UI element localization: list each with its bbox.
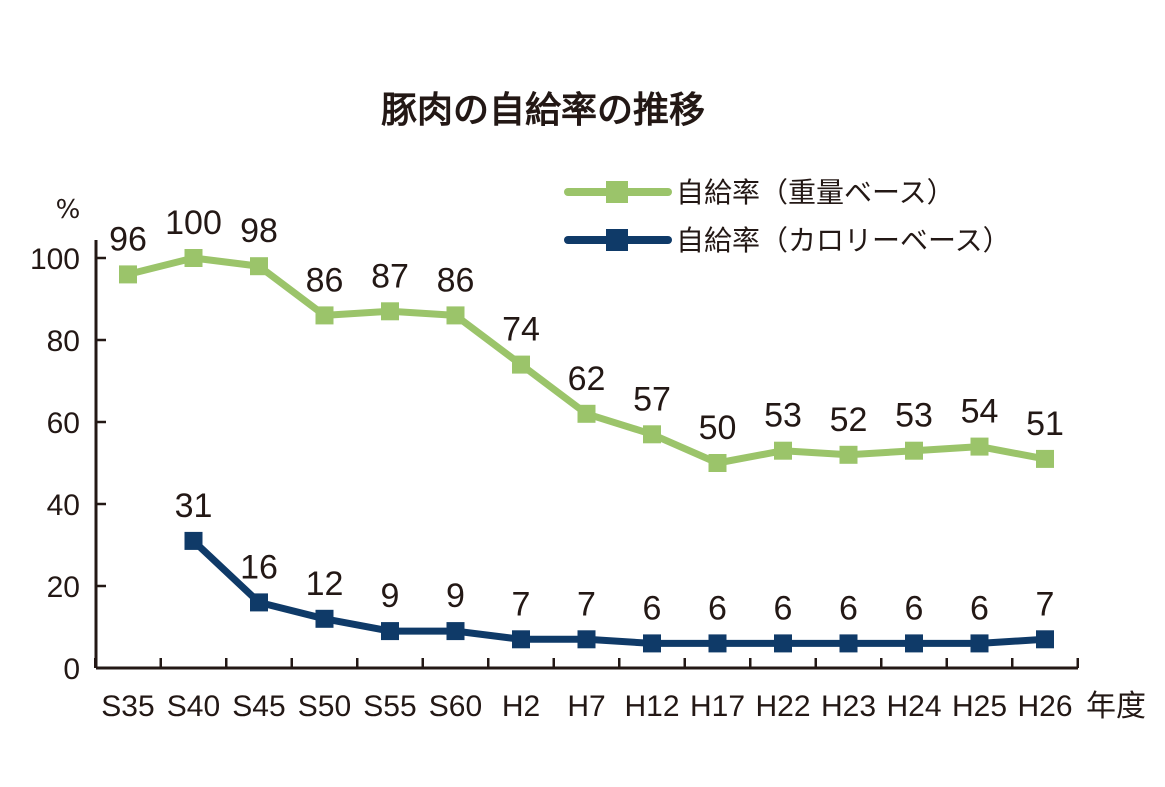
data-label: 6 — [774, 589, 793, 627]
data-label: 31 — [175, 487, 213, 525]
data-label: 16 — [240, 548, 278, 586]
data-point-marker — [708, 634, 727, 653]
data-label: 96 — [109, 220, 147, 258]
series-line — [190, 537, 1049, 647]
x-tick-label: H22 — [755, 690, 810, 723]
y-axis-unit: % — [56, 195, 81, 225]
data-point-marker — [643, 425, 661, 444]
x-tick-label: S50 — [298, 690, 351, 723]
chart-title: 豚肉の自給率の推移 — [381, 90, 705, 131]
legend-marker — [606, 181, 628, 203]
series-layer: 96 100 98 86 87 86 74 62 57 50 53 52 53 54 51 31 16 12 9 9 7… — [109, 204, 1064, 653]
x-axis-ticks: S35 S40 S45 S50 S55 S60 H2 H7 H12 H17 H22 H23 H24 H25… — [94, 658, 1079, 723]
data-label: 7 — [577, 585, 596, 623]
x-tick-label: H26 — [1017, 690, 1072, 723]
data-point-marker — [315, 306, 334, 325]
data-point-marker — [250, 257, 268, 276]
data-label: 50 — [699, 409, 737, 447]
data-label: 57 — [633, 380, 671, 418]
data-point-marker — [512, 355, 530, 374]
data-label: 9 — [446, 577, 465, 615]
data-point-marker — [250, 593, 268, 612]
data-label: 87 — [371, 257, 409, 295]
data-label: 74 — [502, 311, 540, 349]
x-tick-label: H2 — [502, 690, 540, 723]
y-tick-label: 0 — [63, 653, 80, 686]
data-point-marker — [905, 441, 923, 460]
y-tick-label: 20 — [47, 571, 80, 604]
data-label: 6 — [839, 589, 858, 627]
data-label: 62 — [568, 360, 606, 398]
legend-label: 自給率（カロリーベース） — [676, 224, 1011, 257]
x-tick-label: H17 — [690, 690, 745, 723]
y-tick-label: 40 — [47, 489, 80, 522]
data-label: 51 — [1026, 405, 1064, 443]
data-label: 53 — [895, 397, 933, 435]
x-tick-label: S45 — [232, 690, 285, 723]
data-label: 6 — [905, 589, 924, 627]
data-label: 86 — [306, 261, 344, 299]
data-point-marker — [774, 634, 792, 653]
data-point-marker — [970, 437, 989, 456]
x-tick-label: S35 — [101, 690, 154, 723]
data-point-marker — [839, 634, 858, 653]
data-label: 6 — [643, 589, 662, 627]
legend-label: 自給率（重量ベース） — [676, 176, 955, 209]
legend-item: 自給率（カロリーベース） — [564, 224, 1011, 257]
data-point-marker — [446, 622, 465, 641]
data-label: 6 — [970, 589, 989, 627]
x-tick-label: H7 — [567, 690, 605, 723]
axes — [94, 240, 1078, 670]
legend-marker — [606, 229, 628, 251]
data-label: 12 — [306, 565, 344, 603]
data-point-marker — [839, 445, 858, 464]
data-point-marker — [1036, 630, 1054, 649]
x-tick-label: H24 — [886, 690, 941, 723]
data-point-marker — [1036, 449, 1054, 468]
data-point-marker — [315, 609, 334, 628]
data-label: 53 — [764, 397, 802, 435]
data-label: 7 — [1036, 585, 1055, 623]
data-label: 100 — [165, 204, 222, 242]
data-label: 9 — [381, 577, 400, 615]
legend-item: 自給率（重量ベース） — [564, 176, 955, 209]
data-point-marker — [381, 622, 399, 641]
data-point-marker — [184, 531, 203, 550]
data-point-marker — [708, 454, 727, 472]
data-label: 86 — [437, 261, 475, 299]
y-tick-label: 100 — [30, 243, 80, 276]
data-label: 7 — [512, 585, 531, 623]
y-tick-label: 60 — [47, 407, 80, 440]
x-tick-label: H25 — [952, 690, 1007, 723]
data-point-marker — [512, 630, 530, 649]
data-point-marker — [577, 404, 596, 423]
data-point-marker — [446, 306, 465, 325]
data-point-marker — [643, 634, 661, 653]
data-point-marker — [774, 441, 792, 460]
data-label: 52 — [830, 401, 868, 439]
data-point-marker — [184, 249, 203, 267]
data-label: 98 — [240, 212, 278, 250]
x-axis-unit: 年度 — [1086, 690, 1146, 723]
data-point-marker — [905, 634, 923, 653]
series-calorie-basis: 31 16 12 9 9 7 7 6 6 6 6 6 6 7 — [175, 487, 1055, 653]
x-tick-label: H12 — [624, 690, 679, 723]
data-point-marker — [119, 265, 137, 284]
x-tick-label: S55 — [363, 690, 416, 723]
y-tick-label: 80 — [47, 325, 80, 358]
legend: 自給率（重量ベース） 自給率（カロリーベース） — [564, 176, 1011, 257]
data-label: 54 — [961, 393, 999, 431]
series-weight-basis: 96 100 98 86 87 86 74 62 57 50 53 52 53 54 51 — [109, 204, 1064, 472]
data-point-marker — [577, 630, 596, 649]
x-tick-label: S40 — [167, 690, 220, 723]
x-tick-label: S60 — [429, 690, 482, 723]
y-axis-ticks: 0 20 40 60 80 100 — [30, 243, 106, 686]
data-point-marker — [970, 634, 989, 653]
data-label: 6 — [708, 589, 727, 627]
x-tick-label: H23 — [821, 690, 876, 723]
data-point-marker — [381, 302, 399, 321]
